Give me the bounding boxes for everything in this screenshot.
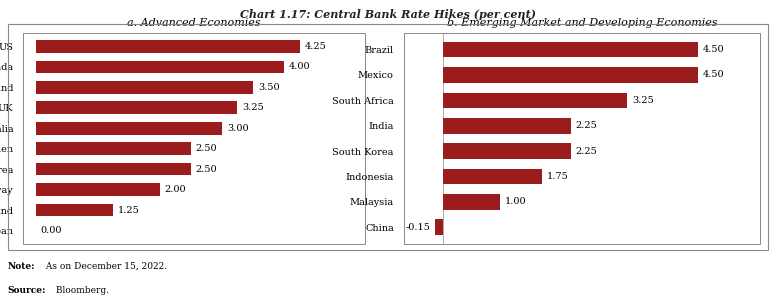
Title: b. Emerging Market and Developing Economies: b. Emerging Market and Developing Econom… [447,18,717,28]
Bar [36,204,113,216]
Text: 3.25: 3.25 [632,96,653,105]
Text: 3.25: 3.25 [242,103,264,112]
Text: 0.00: 0.00 [40,226,62,235]
Text: 4.25: 4.25 [304,42,326,51]
Bar [36,61,284,73]
Text: 4.50: 4.50 [703,45,724,54]
Text: 2.00: 2.00 [165,185,186,194]
Bar [36,122,222,135]
Text: 2.50: 2.50 [196,144,217,153]
Text: 2.25: 2.25 [575,147,597,156]
Text: Bloomberg.: Bloomberg. [53,286,109,295]
Text: 1.25: 1.25 [118,206,140,215]
Bar [443,143,570,159]
Bar [435,219,443,235]
Bar [36,40,300,53]
Text: 4.00: 4.00 [289,62,310,71]
Text: 3.50: 3.50 [258,83,279,92]
Bar [36,163,191,175]
Bar [443,169,542,185]
Text: As on December 15, 2022.: As on December 15, 2022. [43,262,167,271]
Text: 1.75: 1.75 [547,172,569,181]
Bar [443,194,500,210]
Text: Source:: Source: [8,286,47,295]
Title: a. Advanced Economies: a. Advanced Economies [127,18,261,28]
Bar [443,67,698,83]
Text: Note:: Note: [8,262,36,271]
Bar [36,142,191,155]
Text: Chart 1.17: Central Bank Rate Hikes (per cent): Chart 1.17: Central Bank Rate Hikes (per… [240,9,536,20]
Text: 2.25: 2.25 [575,121,597,130]
Text: 1.00: 1.00 [504,197,526,206]
Bar [443,42,698,57]
Bar [443,92,627,108]
Bar [36,101,237,114]
Text: 2.50: 2.50 [196,165,217,174]
Text: -0.15: -0.15 [405,223,430,232]
Text: 3.00: 3.00 [227,124,248,133]
Bar [36,183,160,196]
Bar [36,81,253,94]
Bar [443,118,570,134]
Text: 4.50: 4.50 [703,70,724,79]
